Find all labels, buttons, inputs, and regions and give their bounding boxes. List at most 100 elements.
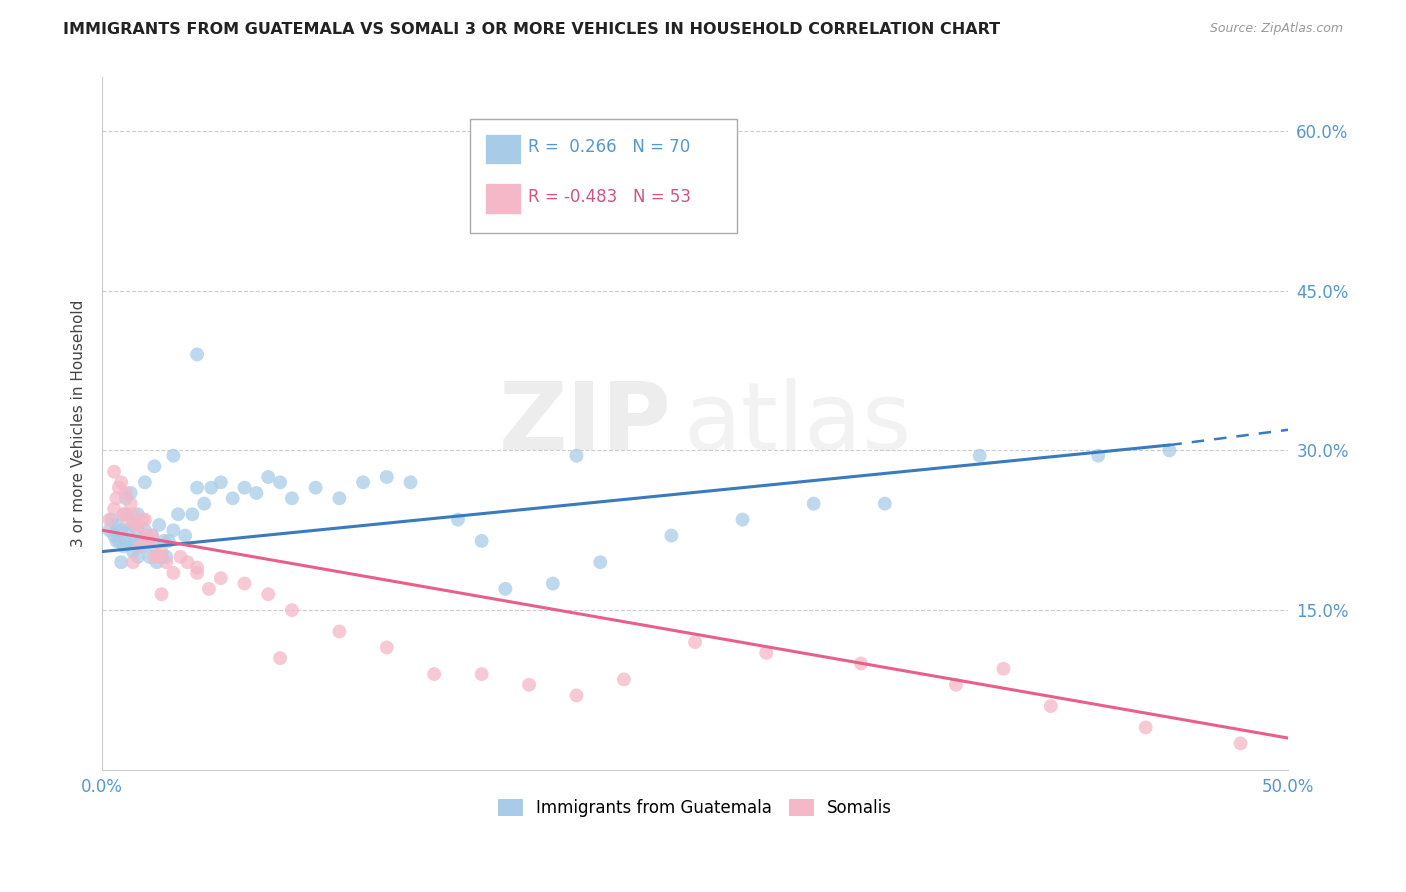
Point [122, 555, 145, 569]
Point [129, 533, 152, 548]
Point [103, 528, 125, 542]
Point [136, 533, 159, 548]
Point [122, 508, 145, 522]
Text: Source: ZipAtlas.com: Source: ZipAtlas.com [1209, 22, 1343, 36]
Point [1159, 443, 1181, 458]
Point [145, 555, 167, 569]
Point [110, 523, 132, 537]
Point [471, 533, 494, 548]
Point [683, 635, 706, 649]
Point [399, 475, 422, 490]
Point [233, 576, 256, 591]
Point [281, 603, 304, 617]
Point [209, 475, 232, 490]
Point [1039, 699, 1062, 714]
Point [105, 533, 128, 548]
Point [150, 544, 173, 558]
Point [257, 587, 280, 601]
Point [494, 582, 516, 596]
Point [129, 539, 152, 553]
Point [541, 576, 564, 591]
Point [127, 517, 149, 532]
Point [122, 517, 145, 532]
Point [803, 497, 825, 511]
Point [209, 571, 232, 585]
Point [148, 517, 170, 532]
Point [117, 523, 139, 537]
Point [115, 533, 138, 548]
Point [105, 491, 128, 506]
Point [176, 555, 198, 569]
Point [110, 555, 132, 569]
Point [281, 491, 304, 506]
Point [127, 549, 149, 564]
Point [124, 517, 146, 532]
Point [198, 582, 221, 596]
Point [134, 475, 156, 490]
Point [134, 513, 156, 527]
Point [98, 513, 121, 527]
Point [186, 481, 208, 495]
Point [328, 624, 350, 639]
Text: ZIP: ZIP [499, 377, 672, 470]
Point [105, 517, 128, 532]
Point [155, 549, 177, 564]
Point [115, 486, 138, 500]
Text: IMMIGRANTS FROM GUATEMALA VS SOMALI 3 OR MORE VEHICLES IN HOUSEHOLD CORRELATION : IMMIGRANTS FROM GUATEMALA VS SOMALI 3 OR… [63, 22, 1001, 37]
Point [1229, 736, 1251, 750]
Point [945, 678, 967, 692]
Point [181, 508, 204, 522]
Point [849, 657, 872, 671]
Text: R =  0.266   N = 70: R = 0.266 N = 70 [527, 137, 690, 156]
Point [127, 523, 149, 537]
Point [993, 662, 1015, 676]
Point [245, 486, 267, 500]
Point [873, 497, 896, 511]
Point [112, 508, 135, 522]
Point [127, 508, 149, 522]
Point [145, 549, 167, 564]
Point [138, 533, 160, 548]
Point [155, 555, 177, 569]
Point [1087, 449, 1109, 463]
Point [447, 513, 470, 527]
Text: R = -0.483   N = 53: R = -0.483 N = 53 [527, 188, 690, 206]
FancyBboxPatch shape [485, 134, 520, 164]
Point [150, 549, 173, 564]
Point [138, 549, 160, 564]
Point [162, 449, 184, 463]
Point [269, 475, 291, 490]
Point [661, 528, 683, 542]
Point [124, 533, 146, 548]
Point [269, 651, 291, 665]
Point [120, 533, 142, 548]
Point [153, 533, 176, 548]
Point [375, 640, 398, 655]
Point [755, 646, 778, 660]
Point [471, 667, 494, 681]
Point [565, 689, 588, 703]
Point [110, 475, 132, 490]
Point [141, 528, 163, 542]
Point [375, 470, 398, 484]
Point [233, 481, 256, 495]
Point [167, 508, 190, 522]
FancyBboxPatch shape [485, 184, 520, 214]
Point [134, 523, 156, 537]
Point [186, 566, 208, 580]
Point [613, 673, 636, 687]
Text: atlas: atlas [683, 377, 911, 470]
Point [352, 475, 374, 490]
Point [108, 481, 131, 495]
Point [143, 539, 166, 553]
Point [143, 459, 166, 474]
Point [731, 513, 754, 527]
Point [141, 528, 163, 542]
Point [131, 539, 153, 553]
Point [131, 513, 153, 527]
Point [157, 533, 180, 548]
Point [589, 555, 612, 569]
Point [423, 667, 446, 681]
Point [103, 465, 125, 479]
Point [305, 481, 328, 495]
